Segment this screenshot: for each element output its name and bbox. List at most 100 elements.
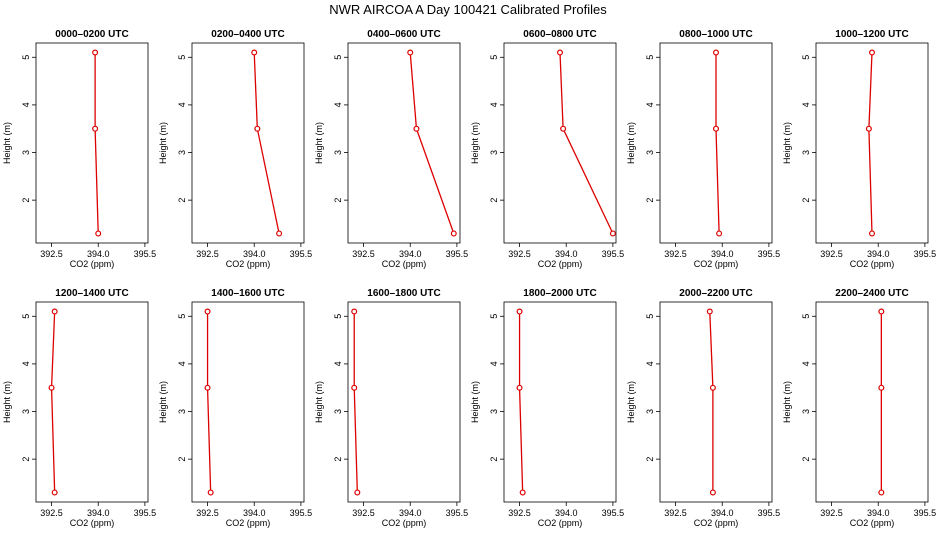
panel-10: 1800–2000 UTC 392.5 394.0 395.5 2 3 4 5 CO2 (ppm… [470,288,624,528]
series-line [353,311,358,493]
panel-3: 0400–0600 UTC 392.5 394.0 395.5 2 3 4 5 CO2 (ppm… [314,29,468,269]
y-tick-label: 5 [333,314,343,319]
data-point [865,125,872,132]
panel-2: 0200–0400 UTC 392.5 394.0 395.5 2 3 4 5 CO2 (ppm… [158,29,312,269]
data-point [878,308,885,315]
plot-frame [191,301,305,503]
x-axis-label: CO2 (ppm) [382,259,427,269]
x-tick-label: 395.5 [914,508,936,518]
panel-9: 1600–1800 UTC 392.5 394.0 395.5 2 3 4 5 CO2 (ppm… [314,288,468,528]
panel-title: 0400–0600 UTC [367,29,440,40]
x-axis-label: CO2 (ppm) [694,259,739,269]
data-point [92,49,99,56]
data-point [204,384,211,391]
x-axis-label: CO2 (ppm) [226,259,271,269]
data-point [413,125,420,132]
data-point [878,489,885,496]
data-point [276,230,283,237]
x-tick-label: 394.0 [243,249,266,259]
y-tick-label: 4 [489,102,499,107]
panel-12: 2200–2400 UTC 392.5 394.0 395.5 2 3 4 5 CO2 (ppm… [782,288,936,528]
y-tick-label: 5 [489,55,499,60]
panel-8: 1400–1600 UTC 392.5 394.0 395.5 2 3 4 5 CO2 (ppm… [158,288,312,528]
x-tick-label: 395.5 [134,249,157,259]
x-tick-label: 392.5 [196,508,219,518]
x-tick-label: 394.0 [711,249,734,259]
x-tick-label: 395.5 [914,249,936,259]
x-tick-label: 394.0 [555,508,578,518]
y-axis-label: Height (m) [470,122,480,164]
data-point [351,384,358,391]
x-tick-label: 392.5 [508,508,531,518]
series-line [206,311,212,493]
panel-11: 2000–2200 UTC 392.5 394.0 395.5 2 3 4 5 CO2 (ppm… [626,288,780,528]
data-point [516,384,523,391]
y-tick-label: 5 [177,314,187,319]
y-tick-label: 2 [645,457,655,462]
plot-frame [659,42,773,244]
data-point [519,489,526,496]
x-tick-label: 395.5 [446,249,469,259]
x-tick-label: 394.0 [867,249,890,259]
y-tick-label: 3 [489,409,499,414]
y-tick-label: 2 [177,457,187,462]
x-tick-label: 392.5 [352,249,375,259]
y-tick-label: 4 [333,361,343,366]
x-tick-label: 395.5 [758,249,781,259]
panel-grid: 0000–0200 UTC 392.5 394.0 395.5 2 3 4 5 CO2 (ppm… [2,29,936,528]
y-tick-label: 4 [645,102,655,107]
series-line [94,52,99,234]
data-point [706,308,713,315]
data-point [712,49,719,56]
y-tick-label: 2 [801,457,811,462]
y-axis-label: Height (m) [2,381,12,423]
data-point [204,308,211,315]
y-tick-label: 4 [21,361,31,366]
y-axis-label: Height (m) [2,122,12,164]
y-tick-label: 3 [645,150,655,155]
x-axis-label: CO2 (ppm) [694,518,739,528]
panel-title: 0000–0200 UTC [55,29,128,40]
plot-frame [347,42,461,244]
data-point [609,230,616,237]
panel-6: 1000–1200 UTC 392.5 394.0 395.5 2 3 4 5 CO2 (ppm… [782,29,936,269]
y-tick-label: 3 [645,409,655,414]
y-tick-label: 5 [21,314,31,319]
x-tick-label: 395.5 [758,508,781,518]
x-tick-label: 394.0 [711,508,734,518]
panel-4: 0600–0800 UTC 392.5 394.0 395.5 2 3 4 5 CO2 (ppm… [470,29,624,269]
y-tick-label: 4 [21,102,31,107]
x-axis-label: CO2 (ppm) [538,259,583,269]
panel-1: 0000–0200 UTC 392.5 394.0 395.5 2 3 4 5 CO2 (ppm… [2,29,156,269]
figure-title: NWR AIRCOA A Day 100421 Calibrated Profi… [329,2,607,17]
y-tick-label: 2 [333,198,343,203]
y-tick-label: 5 [801,314,811,319]
y-tick-label: 2 [489,198,499,203]
y-tick-label: 5 [177,55,187,60]
series-line [518,311,524,493]
y-tick-label: 2 [21,198,31,203]
y-tick-label: 5 [645,314,655,319]
data-point [709,384,716,391]
series-line [559,52,614,234]
data-point [207,489,214,496]
y-tick-label: 2 [801,198,811,203]
y-tick-label: 2 [489,457,499,462]
panel-title: 1000–1200 UTC [835,29,908,40]
series-line [715,52,720,234]
plot-frame [191,42,305,244]
y-tick-label: 4 [489,361,499,366]
series-line [253,52,280,234]
panel-title: 2000–2200 UTC [679,288,752,299]
panel-title: 1800–2000 UTC [523,288,596,299]
x-axis-label: CO2 (ppm) [850,259,895,269]
x-tick-label: 392.5 [508,249,531,259]
y-axis-label: Height (m) [470,381,480,423]
y-tick-label: 4 [177,361,187,366]
x-tick-label: 392.5 [352,508,375,518]
x-tick-label: 394.0 [867,508,890,518]
y-tick-label: 3 [177,409,187,414]
y-tick-label: 2 [21,457,31,462]
panel-title: 1600–1800 UTC [367,288,440,299]
x-tick-label: 394.0 [399,508,422,518]
